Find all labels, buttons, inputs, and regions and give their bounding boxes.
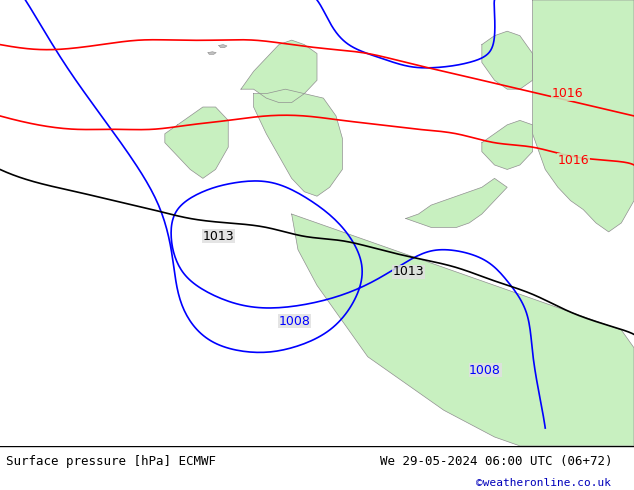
Text: 1013: 1013 xyxy=(203,230,235,243)
Text: 1016: 1016 xyxy=(558,154,590,167)
Text: 1008: 1008 xyxy=(469,364,501,377)
Polygon shape xyxy=(241,40,317,102)
Text: 1016: 1016 xyxy=(552,87,583,100)
Text: ©weatheronline.co.uk: ©weatheronline.co.uk xyxy=(476,478,611,489)
Text: 1008: 1008 xyxy=(279,315,311,327)
Polygon shape xyxy=(533,0,634,232)
Text: We 29-05-2024 06:00 UTC (06+72): We 29-05-2024 06:00 UTC (06+72) xyxy=(380,455,613,468)
Polygon shape xyxy=(219,45,227,48)
Polygon shape xyxy=(254,89,342,196)
Polygon shape xyxy=(406,178,507,227)
Polygon shape xyxy=(208,52,216,54)
Polygon shape xyxy=(482,121,533,170)
Text: 1013: 1013 xyxy=(393,266,425,278)
Text: Surface pressure [hPa] ECMWF: Surface pressure [hPa] ECMWF xyxy=(6,455,216,468)
Polygon shape xyxy=(292,214,634,446)
Polygon shape xyxy=(482,31,533,89)
Polygon shape xyxy=(165,107,228,178)
